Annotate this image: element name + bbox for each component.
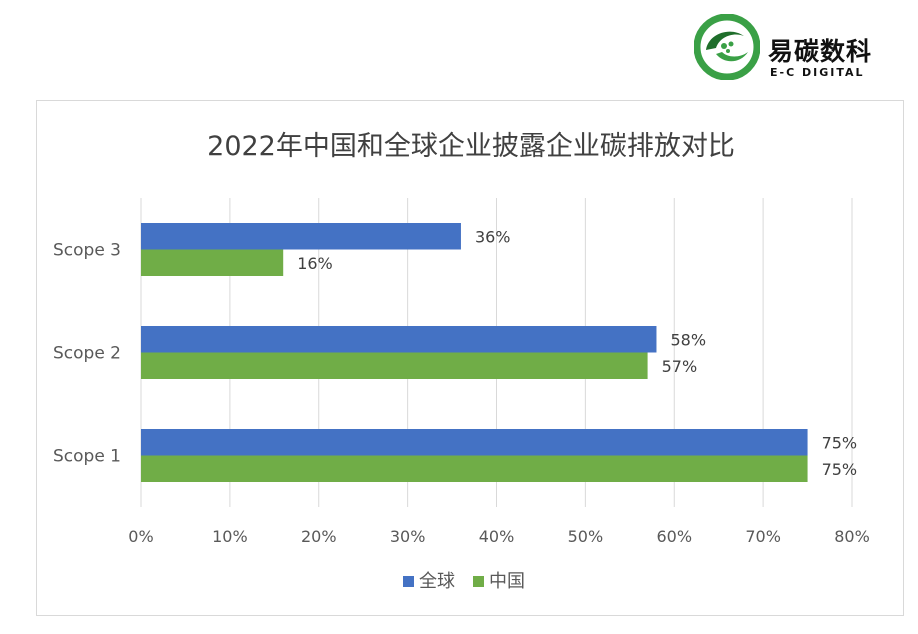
legend-label: 中国 [489, 571, 525, 592]
bar [141, 455, 808, 482]
tick-label: 70% [745, 527, 781, 546]
data-label: 57% [662, 357, 698, 376]
legend-swatch [403, 576, 414, 587]
brand-subtitle: E-C DIGITAL [770, 66, 865, 79]
bar [141, 223, 461, 250]
tick-label: 10% [212, 527, 248, 546]
tick-label: 30% [390, 527, 426, 546]
bar [141, 249, 284, 276]
bar [141, 352, 648, 379]
chart-title: 2022年中国和全球企业披露企业碳排放对比 [207, 131, 735, 162]
bars [141, 223, 808, 482]
bar [141, 326, 657, 353]
tick-label: 60% [656, 527, 692, 546]
brand: 易碳数科 E-C DIGITAL [694, 14, 904, 84]
legend-swatch [473, 576, 484, 587]
brand-name: 易碳数科 [768, 37, 873, 66]
data-label: 75% [822, 460, 858, 479]
legend: 全球 中国 [403, 571, 525, 592]
tick-label: 20% [301, 527, 337, 546]
bar [141, 429, 808, 456]
bar-chart: 2022年中国和全球企业披露企业碳排放对比 36% 16% 58% 57% 75% 75%… [53, 131, 870, 592]
data-label: 36% [475, 227, 511, 246]
legend-label: 全球 [419, 571, 455, 592]
tick-label: 50% [568, 527, 604, 546]
data-labels: 36% 16% 58% 57% 75% 75% [297, 227, 857, 479]
tick-label: 80% [834, 527, 870, 546]
data-label: 58% [670, 330, 706, 349]
data-label: 75% [822, 433, 858, 452]
chart-frame: 2022年中国和全球企业披露企业碳排放对比 36% 16% 58% 57% 75% 75%… [36, 100, 904, 616]
tick-label: 40% [479, 527, 515, 546]
category-label: Scope 2 [53, 344, 121, 364]
data-label: 16% [297, 254, 333, 273]
tick-labels: 0% 10% 20% 30% 40% 50% 60% 70% 80% [128, 527, 869, 546]
category-label: Scope 3 [53, 241, 121, 261]
tick-label: 0% [128, 527, 153, 546]
ec-digital-logo-icon [694, 14, 760, 80]
category-labels: Scope 3 Scope 2 Scope 1 [53, 241, 121, 467]
category-label: Scope 1 [53, 447, 121, 467]
